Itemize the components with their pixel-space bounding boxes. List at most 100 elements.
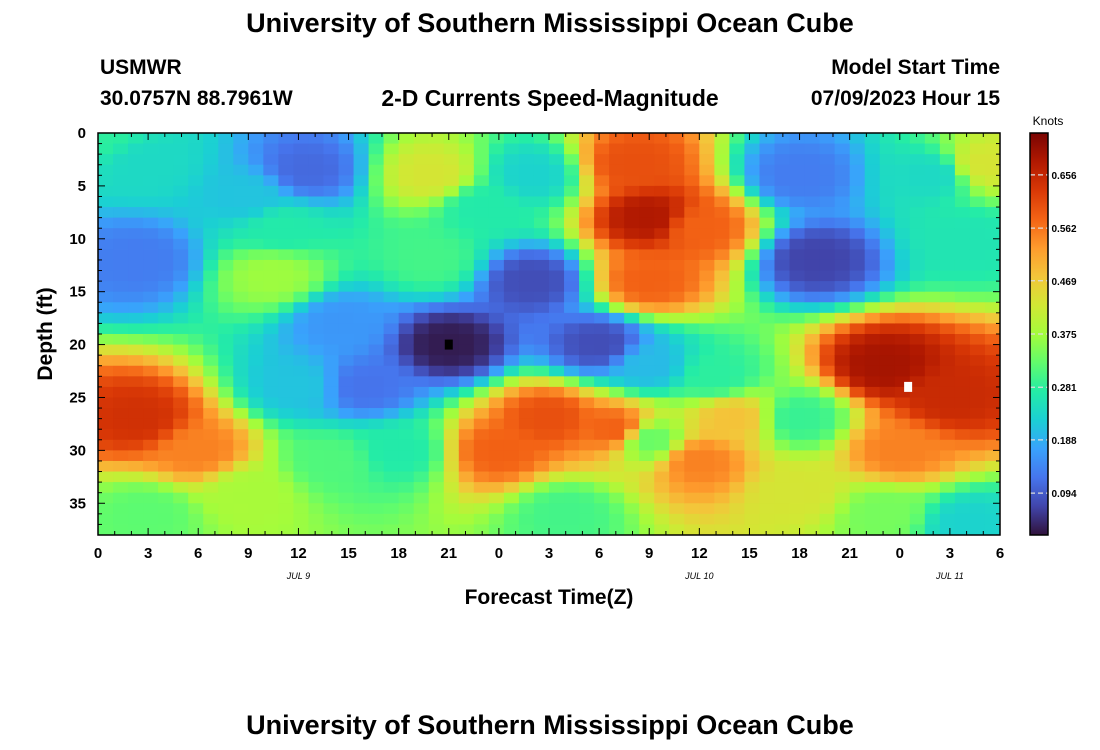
heatmap-cell — [624, 408, 640, 420]
heatmap-cell — [518, 249, 535, 261]
heatmap-cell — [338, 281, 355, 293]
heatmap-cell — [398, 386, 415, 399]
heatmap-cell — [744, 196, 761, 208]
heatmap-cell — [909, 344, 926, 356]
heatmap-cell — [894, 164, 911, 176]
heatmap-cell — [383, 185, 400, 198]
heatmap-cell — [113, 503, 129, 515]
heatmap-cell — [759, 270, 776, 282]
heatmap-cell — [428, 217, 445, 229]
heatmap-cell — [413, 154, 430, 166]
heatmap-cell — [383, 238, 400, 250]
heatmap-cell — [233, 302, 249, 314]
heatmap-cell — [714, 175, 730, 187]
heatmap-cell — [789, 513, 806, 526]
heatmap-cell — [684, 418, 700, 430]
heatmap-cell — [368, 460, 385, 473]
heatmap-cell — [669, 207, 685, 219]
heatmap-cell — [594, 492, 610, 504]
heatmap-cell — [714, 376, 730, 388]
heatmap-cell — [293, 524, 310, 535]
heatmap-cell — [263, 154, 279, 166]
heatmap-cell — [984, 281, 1000, 293]
heatmap-cell — [849, 460, 866, 473]
heatmap-cell — [293, 249, 310, 261]
heatmap-cell — [714, 439, 730, 451]
heatmap-cell — [834, 259, 851, 272]
heatmap-cell — [684, 503, 700, 515]
heatmap-cell — [383, 133, 400, 145]
heatmap-cell — [398, 228, 415, 240]
heatmap-cell — [188, 492, 204, 504]
heatmap-cell — [383, 408, 400, 420]
heatmap-cell — [113, 471, 129, 483]
heatmap-cell — [488, 133, 505, 145]
heatmap-cell — [594, 302, 610, 314]
heatmap-cell — [143, 386, 159, 399]
heatmap-cell — [188, 323, 204, 335]
heatmap-cell — [579, 302, 595, 314]
heatmap-cell — [383, 524, 400, 535]
heatmap-cell — [954, 524, 971, 535]
heatmap-cell — [894, 397, 911, 409]
heatmap-cell — [518, 355, 535, 367]
heatmap-cell — [759, 323, 776, 335]
heatmap-cell — [188, 196, 204, 208]
heatmap-cell — [834, 334, 851, 346]
heatmap-cell — [834, 217, 851, 229]
heatmap-cell — [323, 196, 340, 208]
heatmap-cell — [128, 492, 144, 504]
heatmap-cell — [443, 365, 460, 377]
heatmap-cell — [173, 344, 189, 356]
heatmap-cell — [233, 386, 249, 399]
heatmap-cell — [518, 228, 535, 240]
heatmap-cell — [984, 196, 1000, 208]
heatmap-cell — [744, 503, 761, 515]
colorbar-tick-label: 0.188 — [1051, 436, 1076, 447]
heatmap-cell — [624, 513, 640, 526]
heatmap-cell — [639, 259, 655, 272]
heatmap-cell — [924, 249, 941, 261]
heatmap-cell — [143, 439, 159, 451]
heatmap-cell — [353, 217, 370, 229]
heatmap-cell — [398, 524, 415, 535]
heatmap-cell — [639, 524, 655, 535]
heatmap-cell — [849, 249, 866, 261]
heatmap-cell — [368, 164, 385, 176]
heatmap-cell — [684, 492, 700, 504]
heatmap-cell — [759, 355, 776, 367]
heatmap-cell — [98, 429, 114, 441]
heatmap-cell — [834, 238, 851, 250]
heatmap-cell — [639, 365, 655, 377]
heatmap-cell — [368, 133, 385, 145]
heatmap-cell — [564, 376, 580, 388]
heatmap-cell — [263, 302, 279, 314]
heatmap-cell — [293, 344, 310, 356]
heatmap-cell — [834, 291, 851, 303]
heatmap-cell — [849, 439, 866, 451]
heatmap-cell — [924, 238, 941, 250]
heatmap-cell — [353, 249, 370, 261]
heatmap-cell — [984, 429, 1000, 441]
heatmap-cell — [789, 259, 806, 272]
heatmap-cell — [594, 217, 610, 229]
heatmap-cell — [984, 503, 1000, 515]
heatmap-cell — [789, 418, 806, 430]
heatmap-cell — [774, 270, 791, 282]
heatmap-cell — [789, 133, 806, 145]
heatmap-cell — [849, 154, 866, 166]
heatmap-cell — [323, 175, 340, 187]
data-marker — [444, 339, 453, 350]
heatmap-cell — [549, 291, 565, 303]
heatmap-cell — [503, 207, 520, 219]
heatmap-cell — [729, 386, 746, 399]
heatmap-cell — [143, 270, 159, 282]
heatmap-cell — [308, 302, 325, 314]
heatmap-cell — [293, 154, 310, 166]
heatmap-cell — [458, 133, 475, 145]
heatmap-cell — [473, 323, 490, 335]
heatmap-cell — [158, 471, 174, 483]
heatmap-cell — [98, 524, 114, 535]
heatmap-cell — [413, 482, 430, 494]
heatmap-cell — [173, 513, 189, 526]
